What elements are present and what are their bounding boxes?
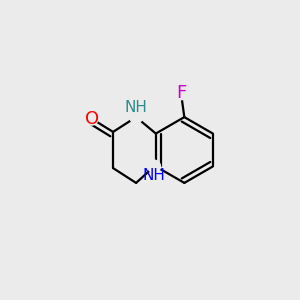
- Text: F: F: [176, 84, 186, 102]
- Text: NH: NH: [125, 100, 148, 115]
- Circle shape: [85, 112, 98, 125]
- Text: NH: NH: [143, 168, 166, 183]
- Circle shape: [130, 111, 142, 123]
- Circle shape: [175, 87, 187, 100]
- Circle shape: [148, 160, 161, 173]
- Text: O: O: [85, 110, 99, 128]
